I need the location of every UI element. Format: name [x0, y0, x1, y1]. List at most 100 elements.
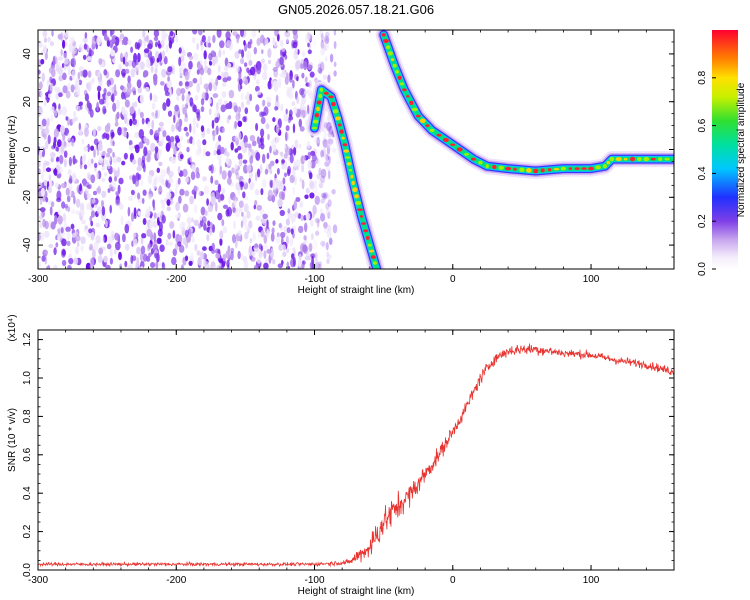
colorbar-gradient [712, 30, 738, 269]
noise-blob [121, 106, 126, 115]
noise-blob [196, 112, 201, 122]
noise-blob [305, 212, 311, 221]
noise-blob [53, 247, 57, 256]
noise-blob [206, 127, 211, 135]
noise-blob [134, 41, 139, 50]
noise-blob [127, 60, 133, 67]
x-tick-label: 100 [583, 575, 600, 586]
noise-blob [48, 67, 54, 74]
noise-blob [279, 151, 284, 157]
noise-blob [186, 216, 192, 225]
noise-blob [155, 261, 159, 269]
noise-blob [61, 249, 66, 256]
noise-blob [98, 156, 104, 164]
noise-blob [139, 252, 144, 262]
noise-blob [153, 212, 157, 219]
noise-blob [244, 78, 248, 86]
noise-blob [78, 122, 82, 131]
noise-blob [279, 209, 285, 217]
noise-blob [267, 189, 273, 199]
noise-blob [268, 163, 272, 170]
noise-blob [193, 203, 198, 214]
noise-blob [320, 213, 326, 222]
noise-blob [44, 230, 50, 238]
noise-blob [104, 172, 108, 177]
noise-blob [249, 238, 253, 244]
noise-blob [66, 264, 72, 269]
noise-blob [319, 208, 324, 216]
noise-blob [105, 100, 109, 108]
noise-blob [277, 263, 283, 269]
noise-blob [83, 43, 88, 50]
noise-blob [225, 31, 231, 40]
noise-blob [49, 206, 53, 216]
noise-blob [105, 264, 111, 269]
noise-blob [123, 152, 128, 160]
noise-blob [323, 44, 327, 52]
noise-blob [120, 85, 124, 91]
noise-blob [202, 139, 207, 146]
noise-blob [222, 127, 225, 133]
noise-blob [177, 118, 183, 127]
signal-peak [354, 194, 359, 199]
noise-blob [48, 93, 51, 99]
signal-peak [328, 95, 334, 99]
noise-blob [321, 192, 327, 199]
noise-blob [202, 176, 207, 182]
noise-blob [67, 206, 71, 213]
signal-peak [498, 165, 505, 170]
noise-blob [166, 98, 171, 107]
noise-blob [132, 232, 137, 239]
noise-blob [222, 77, 228, 83]
noise-blob [286, 227, 291, 234]
noise-blob [244, 62, 248, 67]
noise-blob [38, 150, 43, 161]
noise-blob [233, 105, 238, 113]
noise-blob [148, 252, 152, 258]
noise-blob [55, 242, 59, 248]
noise-blob [242, 215, 246, 224]
noise-blob [38, 81, 43, 90]
noise-blob [75, 78, 80, 88]
noise-blob [285, 235, 289, 245]
noise-blob [263, 250, 267, 259]
noise-blob [319, 30, 323, 39]
noise-blob [294, 139, 299, 150]
noise-blob [101, 177, 106, 183]
noise-blob [283, 225, 288, 235]
x-tick-label: -300 [28, 274, 48, 285]
noise-blob [266, 101, 271, 108]
noise-blob [121, 160, 126, 166]
noise-blob [256, 90, 262, 96]
noise-blob [214, 179, 219, 186]
noise-blob [317, 160, 321, 167]
noise-blob [305, 187, 310, 194]
noise-blob [323, 74, 328, 80]
noise-blob [276, 168, 280, 175]
noise-blob [161, 50, 166, 60]
noise-blob [182, 107, 187, 115]
noise-blob [141, 117, 145, 125]
noise-blob [151, 102, 156, 110]
noise-blob [108, 156, 112, 162]
noise-blob [212, 131, 216, 142]
noise-blob [227, 76, 232, 81]
signal-peak [478, 160, 483, 165]
noise-blob [252, 232, 256, 242]
noise-blob [292, 123, 296, 134]
noise-blob [143, 135, 147, 143]
signal-peak [442, 137, 449, 142]
signal-peak [344, 156, 351, 159]
noise-blob [272, 258, 276, 265]
signal-peak [485, 164, 489, 169]
noise-blob [301, 108, 307, 118]
noise-blob [178, 195, 182, 204]
noise-blob [323, 35, 330, 44]
noise-blob [327, 71, 331, 80]
noise-blob [89, 215, 93, 223]
noise-blob [38, 161, 41, 167]
noise-blob [308, 79, 312, 89]
noise-blob [96, 85, 102, 92]
signal-peak [397, 75, 402, 80]
signal-peak [318, 93, 323, 99]
